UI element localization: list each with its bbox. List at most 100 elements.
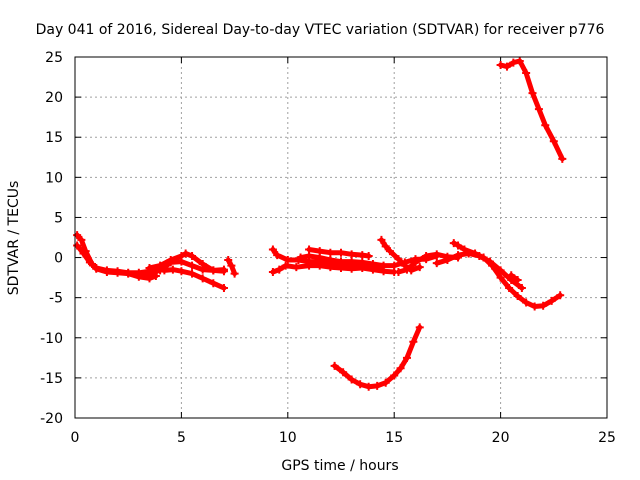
data-point: [326, 248, 335, 257]
data-point: [230, 269, 239, 278]
data-point: [507, 271, 516, 280]
data-point: [85, 258, 94, 267]
data-point: [292, 263, 301, 272]
data-point: [530, 302, 539, 311]
data-point: [227, 261, 236, 270]
y-tick-label: 10: [45, 170, 63, 186]
x-tick-label: 15: [385, 430, 403, 446]
data-point: [273, 251, 282, 260]
x-axis-label: GPS time / hours: [281, 458, 398, 474]
data-point: [556, 291, 565, 300]
data-point: [541, 121, 550, 130]
y-tick-label: 5: [54, 210, 63, 226]
data-point: [151, 264, 160, 273]
data-point: [409, 337, 418, 346]
data-point: [496, 61, 505, 70]
y-tick-label: -20: [40, 411, 63, 427]
data-point: [379, 261, 388, 270]
x-tick-label: 0: [71, 430, 80, 446]
data-point: [402, 353, 411, 362]
data-point: [347, 375, 356, 384]
data-point: [377, 235, 386, 244]
data-point: [385, 247, 394, 256]
data-point: [364, 251, 373, 260]
data-point: [134, 271, 143, 280]
data-point: [381, 378, 390, 387]
data-point: [522, 69, 531, 78]
data-point: [496, 273, 505, 282]
data-point: [488, 261, 497, 270]
data-point: [77, 235, 86, 244]
x-tick-label: 10: [279, 430, 297, 446]
grid-lines: [75, 57, 607, 418]
data-point: [396, 364, 405, 373]
y-tick-label: 25: [45, 50, 63, 66]
series-track-16: [498, 58, 565, 162]
data-point: [124, 269, 133, 278]
data-point: [281, 261, 290, 270]
data-point: [358, 258, 367, 267]
data-point: [505, 284, 514, 293]
tick-labels: 0 5 10 15 20 25 -20 -15 -10 -5 0 5 10 15 20 25: [40, 50, 616, 446]
data-point: [522, 298, 531, 307]
y-tick-label: -15: [40, 371, 63, 387]
data-point: [209, 279, 218, 288]
data-point: [275, 265, 284, 274]
data-point: [347, 250, 356, 259]
axis-ticks: [74, 56, 608, 419]
data-point: [160, 266, 169, 275]
data-point: [364, 382, 373, 391]
data-point: [356, 380, 365, 389]
data-point: [92, 264, 101, 273]
data-point: [73, 231, 82, 240]
data-point: [394, 255, 403, 264]
data-point: [188, 269, 197, 278]
data-point: [415, 263, 424, 272]
data-point: [209, 266, 218, 275]
data-point: [390, 261, 399, 270]
data-point: [181, 249, 190, 258]
y-tick-label: 20: [45, 90, 63, 106]
data-point: [315, 247, 324, 256]
data-series: [73, 57, 567, 391]
data-point: [268, 267, 277, 276]
data-point: [102, 267, 111, 276]
data-point: [337, 248, 345, 257]
data-point: [432, 259, 441, 268]
data-point: [305, 245, 314, 254]
data-point: [471, 249, 480, 258]
data-point: [177, 267, 186, 276]
y-axis-label: SDTVAR / TECUs: [6, 181, 22, 296]
data-point: [513, 276, 522, 285]
data-point: [509, 58, 518, 67]
data-point: [177, 251, 186, 260]
data-point: [198, 259, 207, 268]
data-point: [219, 267, 228, 276]
data-point: [347, 257, 356, 266]
data-point: [390, 371, 399, 380]
data-point: [449, 239, 458, 248]
data-point: [549, 137, 558, 146]
data-point: [224, 255, 233, 264]
data-point: [547, 296, 556, 305]
data-point: [198, 274, 207, 283]
x-tick-label: 20: [492, 430, 510, 446]
data-point: [219, 284, 228, 293]
data-point: [268, 245, 277, 254]
data-point: [479, 253, 488, 262]
data-point: [422, 251, 431, 260]
data-point: [515, 57, 524, 66]
data-point: [368, 259, 377, 268]
y-tick-label: -10: [40, 331, 63, 347]
data-point: [513, 292, 522, 301]
data-point: [539, 301, 548, 310]
data-point: [460, 245, 469, 254]
data-point: [402, 265, 411, 274]
data-point: [73, 241, 82, 250]
data-point: [337, 257, 345, 266]
data-point: [188, 251, 197, 260]
data-point: [394, 267, 403, 276]
series-track-17: [332, 324, 423, 390]
data-point: [188, 261, 197, 270]
